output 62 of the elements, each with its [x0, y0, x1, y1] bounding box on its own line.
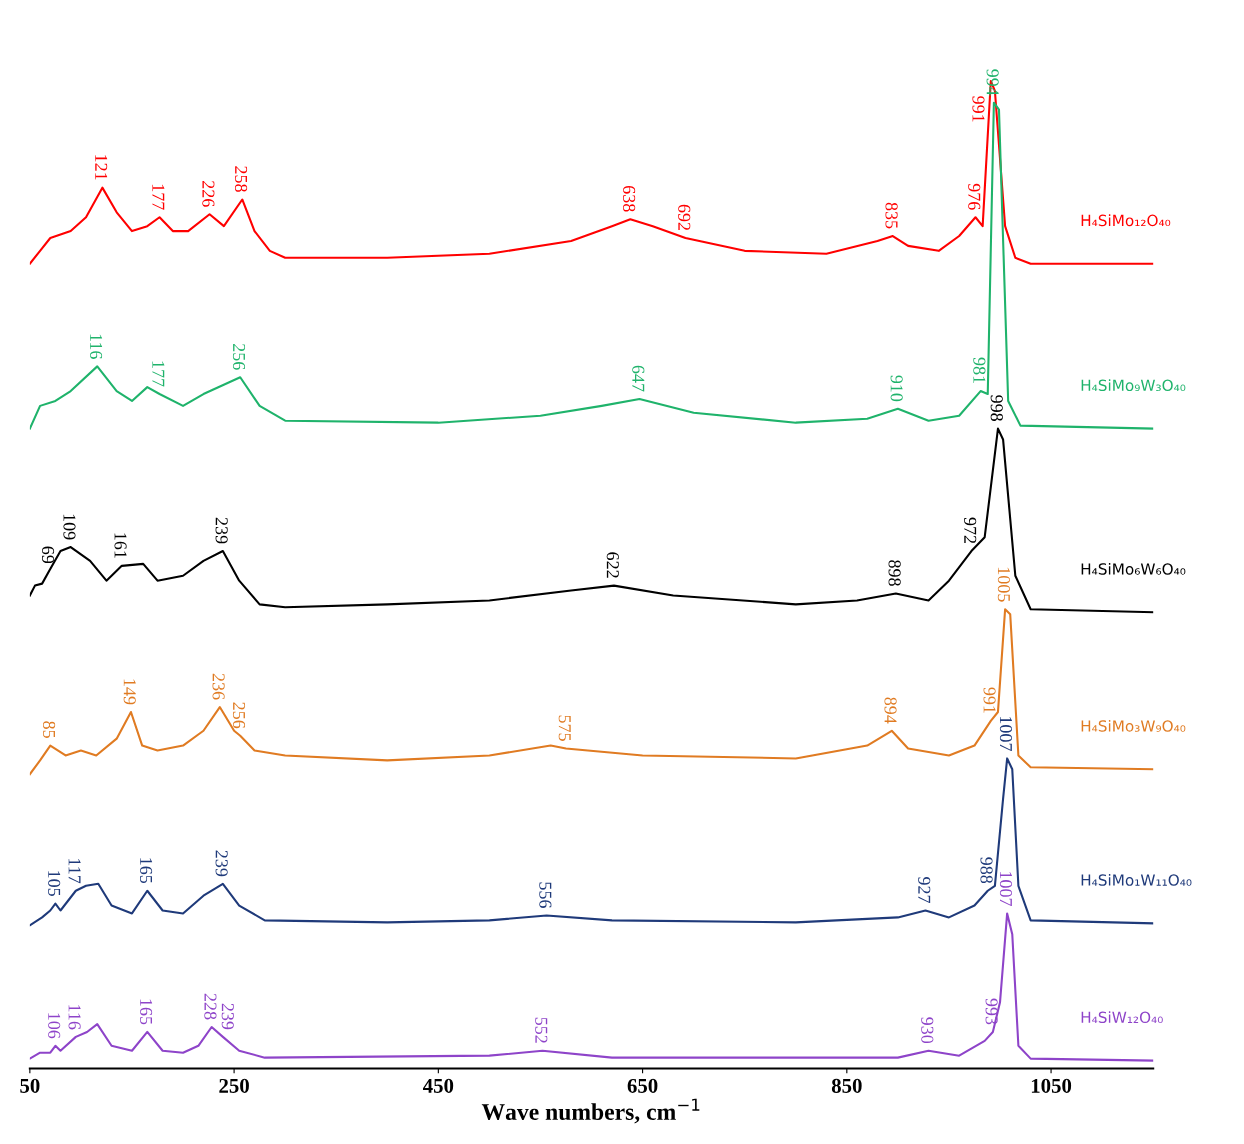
- annotation: 109: [63, 514, 76, 540]
- annotation: 994: [986, 69, 999, 96]
- annotation: 930: [921, 1017, 934, 1044]
- annotation: 1005: [997, 567, 1010, 602]
- x-tick-label: 1050: [1031, 1078, 1072, 1093]
- text: H₄SiMo₉W₃O₄₀: [1081, 379, 1186, 392]
- annotation: 622: [606, 552, 619, 578]
- annotation: 236: [212, 673, 225, 700]
- annotation: 239: [221, 1003, 234, 1030]
- annotation: 638: [623, 185, 636, 212]
- annotation: 556: [539, 882, 552, 908]
- annotation: 976: [968, 183, 981, 210]
- annotation: 239: [215, 517, 228, 544]
- annotation: 165: [140, 999, 153, 1025]
- annotation: 161: [114, 533, 127, 558]
- annotation: 991: [983, 687, 996, 713]
- annotation: 927: [918, 877, 931, 904]
- annotation: 692: [678, 204, 691, 231]
- annotation: 993: [985, 998, 998, 1025]
- annotation: 647: [632, 365, 645, 392]
- x-tick-label: 250: [219, 1078, 249, 1093]
- annotation: 239: [215, 850, 228, 877]
- text: H₄SiMo₃W₉O₄₀: [1081, 719, 1186, 732]
- x-tick-label: 650: [627, 1078, 658, 1093]
- text: H₄SiMo₁₂O₄₀: [1081, 214, 1171, 227]
- x-tick-label: 450: [423, 1078, 454, 1093]
- annotation: 910: [890, 375, 903, 402]
- x-axis-title: Wave numbers, cm$^{−1}$: [481, 1098, 700, 1124]
- annotation: 898: [888, 560, 901, 586]
- annotation: 117: [68, 858, 81, 884]
- annotation: 177: [152, 184, 165, 210]
- annotation: 1007: [999, 871, 1013, 906]
- annotation: 988: [980, 857, 993, 884]
- annotation: 85: [42, 721, 56, 738]
- annotation: 116: [89, 334, 103, 359]
- annotation: 552: [535, 1017, 548, 1043]
- annotation: 116: [68, 1005, 81, 1030]
- text: H₄SiMo₆W₆O₄₀: [1081, 562, 1186, 575]
- annotation: 121: [95, 155, 108, 180]
- annotation: 894: [884, 697, 897, 724]
- annotation: 226: [202, 181, 215, 207]
- annotation: 105: [48, 871, 61, 896]
- x-tick-label: 850: [831, 1078, 862, 1093]
- annotation: 106: [48, 1013, 61, 1039]
- annotation: 258: [234, 166, 248, 192]
- text: H₄SiMo₁W₁₁O₄₀: [1081, 873, 1192, 886]
- annotation: 256: [232, 702, 246, 729]
- x-tick-label: 50: [20, 1078, 40, 1093]
- annotation: 256: [232, 344, 246, 370]
- annotation: 835: [885, 202, 898, 229]
- annotation: 998: [990, 395, 1003, 421]
- annotation: 177: [152, 361, 165, 387]
- annotation: 972: [964, 517, 977, 544]
- annotation: 981: [973, 357, 986, 384]
- annotation: 575: [558, 715, 571, 741]
- text: H₄SiW₁₂O₄₀: [1081, 1011, 1163, 1024]
- annotation: 69: [41, 546, 55, 564]
- annotation: 1007: [999, 716, 1013, 751]
- annotation: 991: [972, 96, 985, 122]
- annotation: 165: [140, 858, 153, 884]
- annotation: 228: [204, 993, 217, 1020]
- annotation: 149: [123, 679, 136, 705]
